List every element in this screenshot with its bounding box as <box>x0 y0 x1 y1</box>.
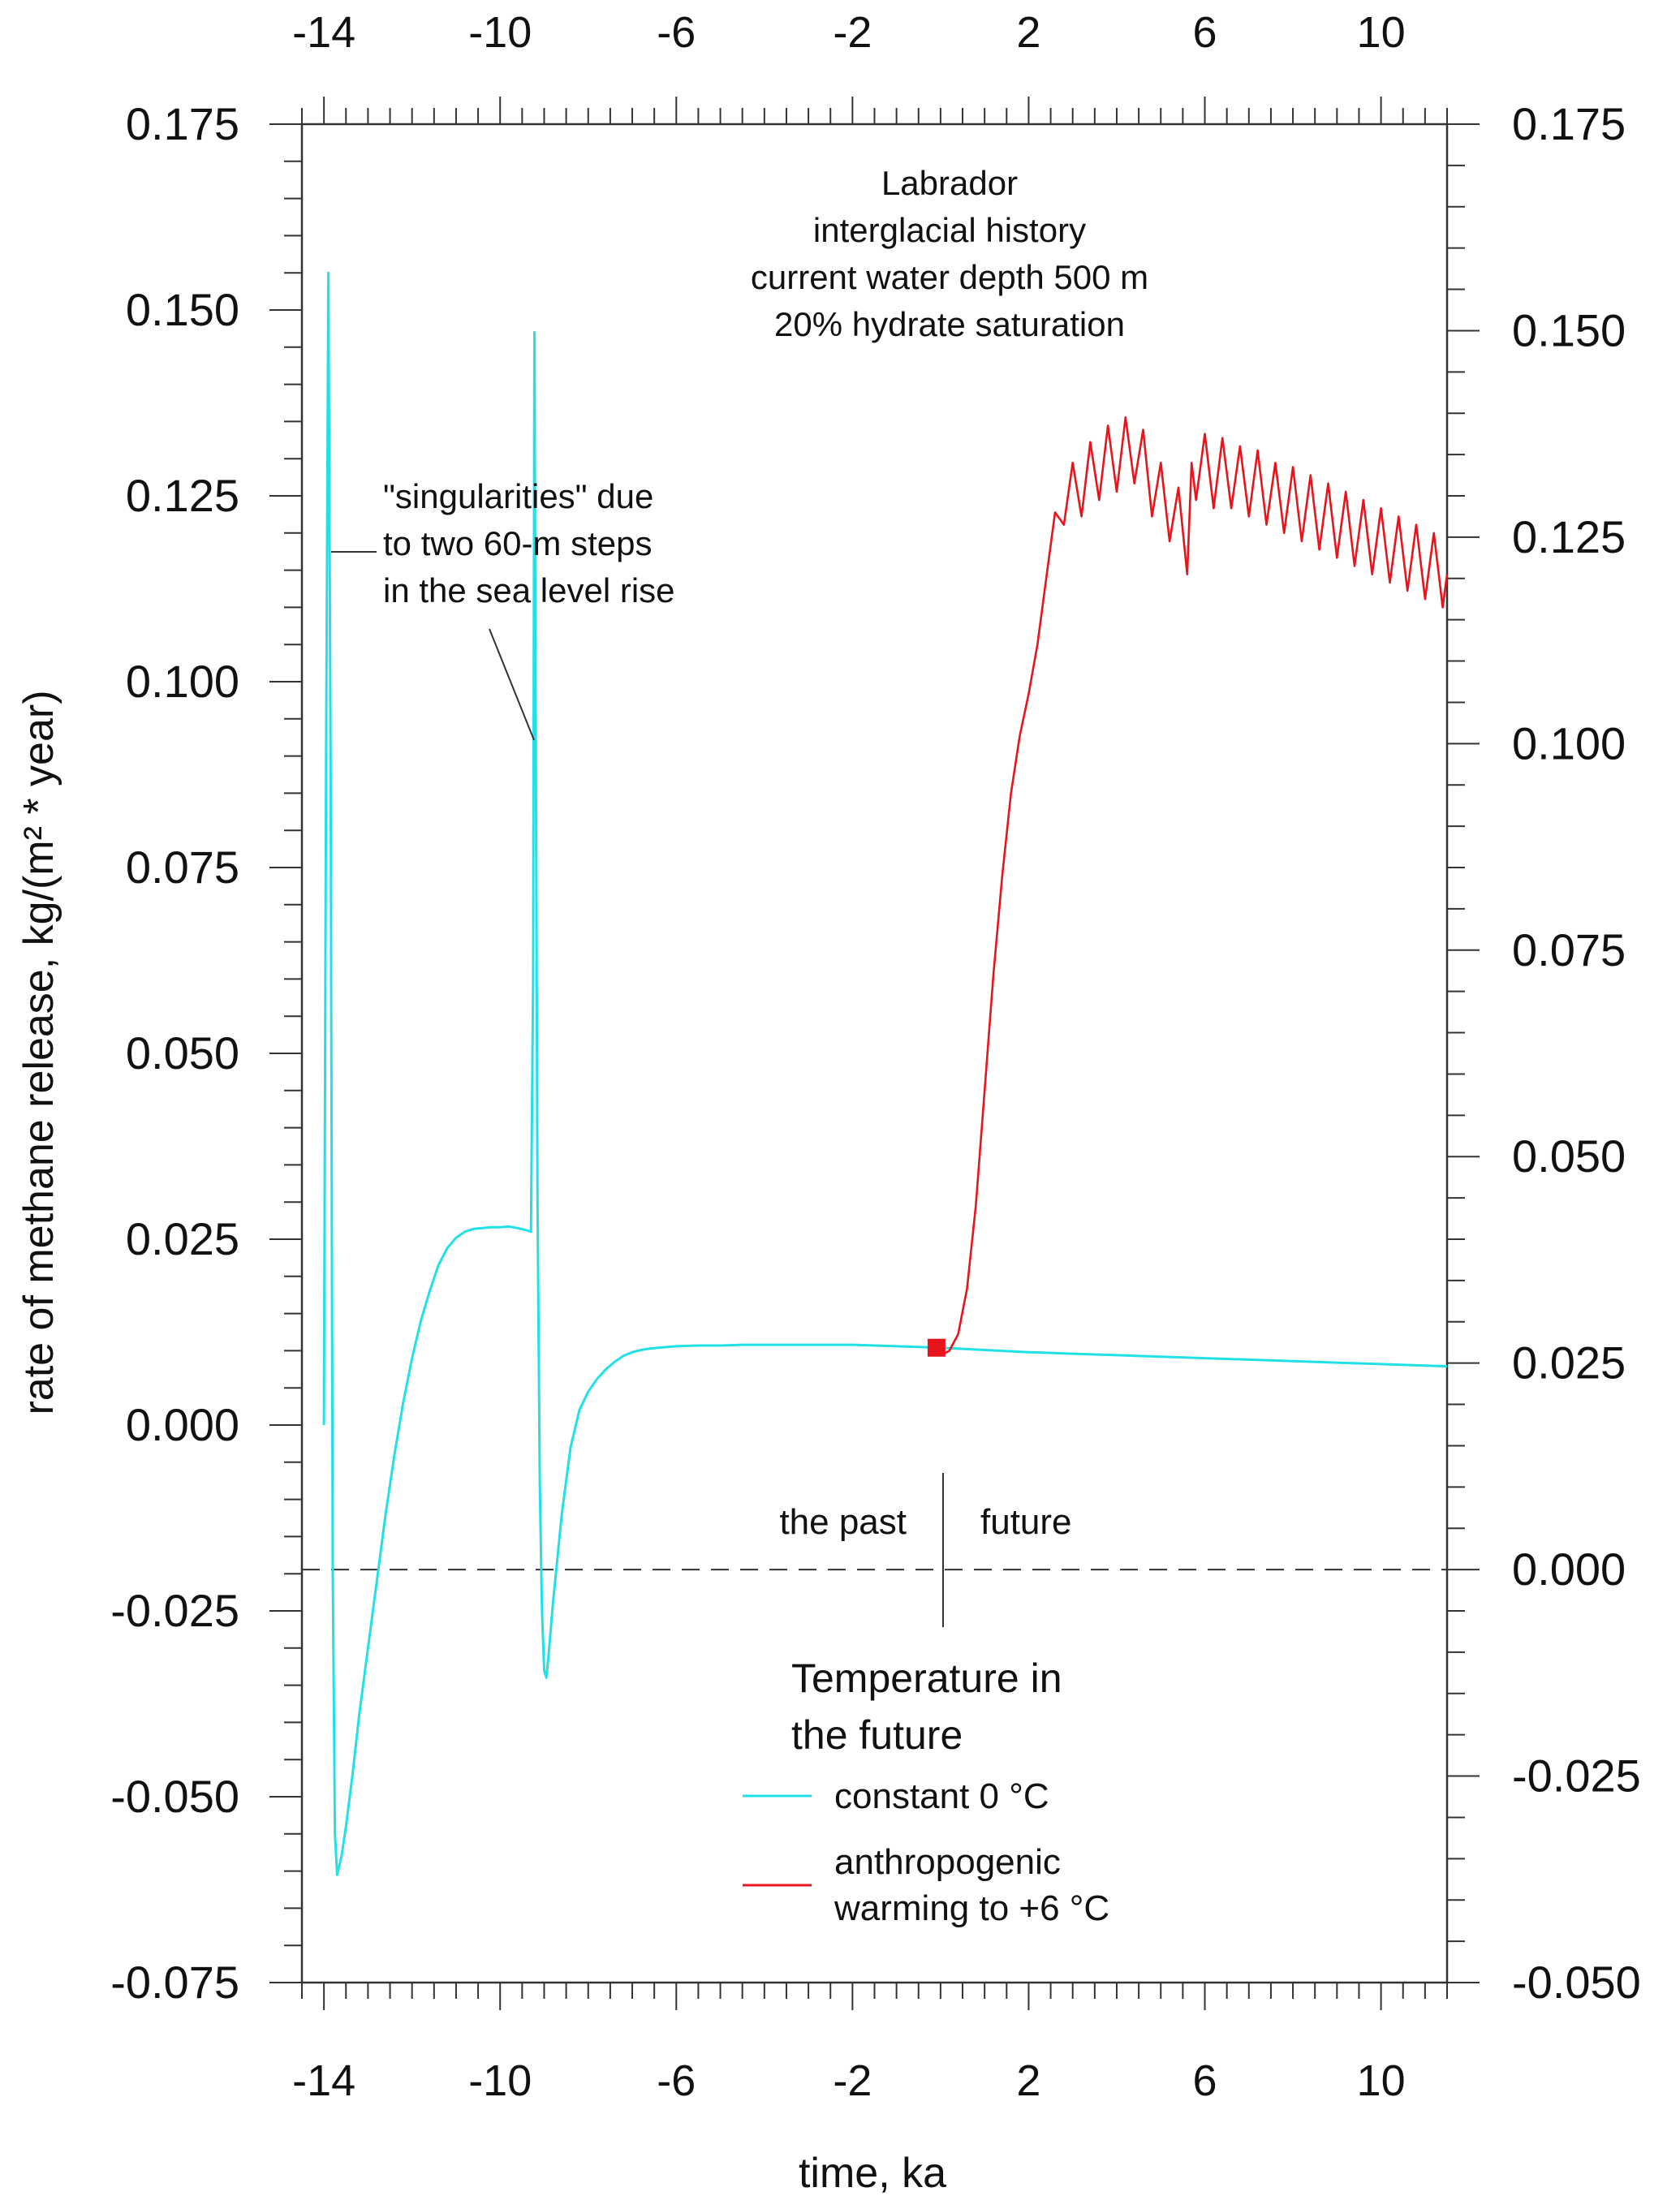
y-left-tick-label: 0.025 <box>126 1213 239 1264</box>
y-right-tick-label: 0.025 <box>1512 1337 1626 1389</box>
x-tick-label-bottom: 6 <box>1192 2056 1217 2105</box>
y-left-tick-label: -0.025 <box>110 1585 239 1636</box>
legend-label-warming-line-1: anthropogenic <box>834 1842 1061 1882</box>
x-tick-label-bottom: -6 <box>657 2056 696 2105</box>
y-right-tick-label: 0.125 <box>1512 511 1626 562</box>
y-left-tick-label: 0.125 <box>126 470 239 521</box>
x-tick-label-bottom: -10 <box>468 2056 532 2105</box>
y-right-tick-label: -0.025 <box>1512 1750 1641 1802</box>
legend-label-warming-line-2: warming to +6 °C <box>834 1888 1109 1928</box>
x-tick-label-top: 10 <box>1357 8 1406 57</box>
x-tick-label-bottom: 2 <box>1016 2056 1040 2105</box>
x-tick-label-top: -2 <box>833 8 872 57</box>
legend-title-line-1: Temperature in <box>791 1656 1062 1701</box>
singularity-pointer-2 <box>489 628 535 741</box>
y-left-tick-label: 0.075 <box>126 842 239 893</box>
y-left-tick-label: 0.100 <box>126 656 239 707</box>
y-right-tick-label: 0.150 <box>1512 304 1626 355</box>
y-left-tick-label: -0.050 <box>110 1771 239 1822</box>
x-axis-title: time, ka <box>799 2150 946 2196</box>
present-marker <box>927 1338 946 1357</box>
x-tick-label-top: -6 <box>657 8 696 57</box>
y-right-tick-label: -0.050 <box>1512 1957 1641 2008</box>
x-tick-label-top: 2 <box>1016 8 1040 57</box>
x-tick-label-bottom: -14 <box>292 2056 355 2105</box>
data-series <box>322 271 1449 1876</box>
x-tick-label-top: -14 <box>292 8 355 57</box>
singularities-note-line-1: "singularities" due <box>383 477 653 515</box>
legend-label-constant: constant 0 °C <box>834 1776 1049 1816</box>
title-line-3: current water depth 500 m <box>751 258 1148 296</box>
y-right-tick-label: 0.100 <box>1512 717 1626 769</box>
y-right-tick-label: 0.075 <box>1512 924 1626 975</box>
y-left-tick-label: 0.050 <box>126 1027 239 1079</box>
legend: Temperature in the future constant 0 °C … <box>743 1656 1109 1928</box>
series-line-1 <box>940 416 1449 1357</box>
legend-title-line-2: the future <box>791 1712 963 1758</box>
series-line-0 <box>322 271 1448 1876</box>
future-label: future <box>980 1502 1072 1542</box>
y-right-tick-label: 0.050 <box>1512 1130 1626 1182</box>
title-line-2: interglacial history <box>813 211 1086 249</box>
title-line-1: Labrador <box>881 164 1018 202</box>
singularities-note-line-2: to two 60-m steps <box>383 524 652 562</box>
y-right-tick-label: 0.175 <box>1512 98 1626 149</box>
y-left-tick-label: 0.150 <box>126 284 239 335</box>
axis-tick-labels: -14 -14 -10 -10 -6 -6 -2 -2 2 2 6 6 10 10 -0.075 -0.050… <box>110 8 1641 2105</box>
title-line-4: 20% hydrate saturation <box>774 305 1125 343</box>
axis-ticks <box>269 97 1480 2010</box>
x-tick-label-bottom: -2 <box>833 2056 872 2105</box>
y-axis-title: rate of methane release, kg/(m² * year) <box>15 690 62 1414</box>
y-left-tick-label: -0.075 <box>110 1957 239 2008</box>
x-tick-label-top: 6 <box>1192 8 1217 57</box>
y-left-tick-label: 0.175 <box>126 98 239 149</box>
singularities-note-line-3: in the sea level rise <box>383 571 675 609</box>
y-right-tick-label: 0.000 <box>1512 1544 1626 1595</box>
past-label: the past <box>779 1502 907 1542</box>
y-left-tick-label: 0.000 <box>126 1399 239 1450</box>
x-tick-label-top: -10 <box>468 8 532 57</box>
x-tick-label-bottom: 10 <box>1357 2056 1406 2105</box>
